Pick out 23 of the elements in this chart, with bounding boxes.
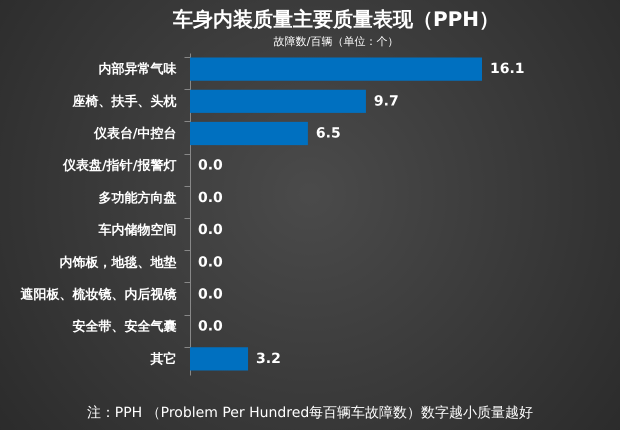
y-tick-label: 座椅、扶手、头枕: [72, 93, 176, 110]
y-tick-label: 多功能方向盘: [98, 190, 176, 206]
data-label: 6.5: [316, 126, 341, 142]
y-tick-label: 仪表台/中控台: [92, 126, 176, 142]
data-label: 0.0: [198, 158, 224, 174]
data-label: 0.0: [198, 286, 224, 302]
data-label: 16.1: [490, 61, 525, 78]
y-tick-label: 遮阳板、梳妆镜、内后视镜: [20, 286, 176, 302]
y-tick-label: 车内储物空间: [98, 222, 176, 238]
y-tick-label: 内饰板，地毯、地垫: [60, 255, 176, 270]
data-label: 0.0: [198, 318, 224, 335]
text: 注：PPH （Problem Per Hundred每百辆车故障数）数字越小质量越好: [86, 404, 534, 422]
data-label: 0.0: [198, 254, 224, 270]
data-label: 0.0: [198, 222, 224, 238]
data-label: 0.0: [198, 190, 224, 206]
chart-subtitle: 故障数/百辆（单位：个）: [274, 35, 398, 48]
y-tick-label: 内部异常气味: [98, 61, 178, 78]
chart-title: 车身内装质量主要质量表现（PPH）: [172, 7, 500, 31]
data-label: 3.2: [256, 350, 281, 367]
y-tick-label: 仪表盘/指针/报警灯: [62, 158, 176, 174]
data-label: 9.7: [374, 93, 399, 110]
y-tick-label: 其它: [150, 350, 176, 367]
y-tick-label: 安全带、安全气囊: [72, 318, 176, 335]
